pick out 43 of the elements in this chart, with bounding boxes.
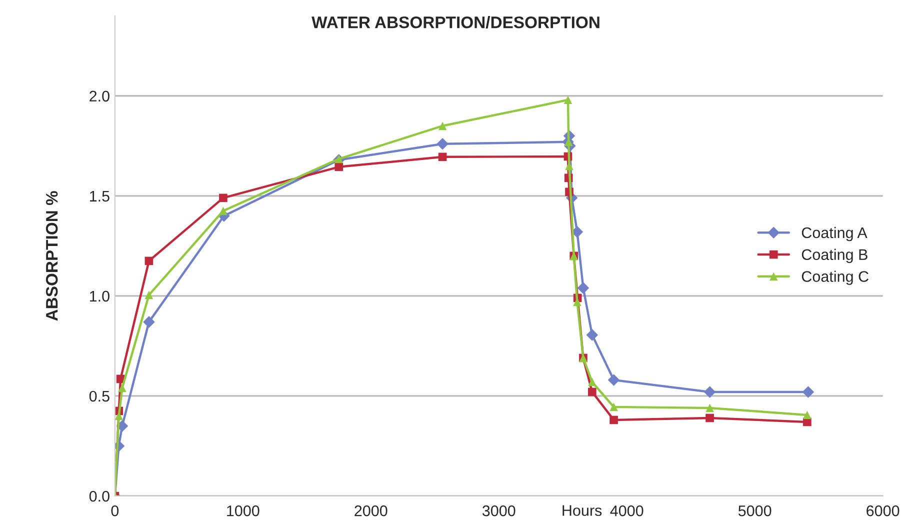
x-tick-label: 3000 [482, 505, 516, 516]
point [803, 410, 812, 420]
point [144, 256, 154, 266]
legend-label: Coating B [802, 248, 868, 264]
point [706, 404, 714, 412]
point [438, 152, 447, 162]
point [610, 416, 618, 424]
point [118, 384, 126, 392]
x-tick-label: 6000 [866, 505, 900, 516]
point [608, 374, 620, 386]
y-tick-label: 1.0 [90, 290, 110, 302]
point [219, 206, 228, 216]
x-axis-title: Hours [562, 505, 602, 516]
legend-label: Coating C [802, 270, 868, 285]
point [334, 162, 344, 172]
point [588, 388, 596, 396]
point [219, 194, 228, 202]
x-tick-label: 0 [111, 505, 119, 516]
point [610, 402, 618, 412]
point [334, 154, 344, 164]
point [802, 386, 814, 398]
point [144, 290, 154, 300]
y-tick-label: 1.5 [90, 190, 110, 202]
x-tick-label: 5000 [738, 505, 772, 516]
x-tick-label: 4000 [610, 505, 644, 516]
y-axis-title: ABSORPTION % [46, 191, 58, 321]
legend-label: Coating A [802, 226, 868, 242]
point [706, 414, 714, 422]
point [143, 316, 155, 328]
point [114, 412, 124, 420]
point [586, 329, 598, 341]
point [704, 386, 716, 398]
point [577, 282, 590, 294]
point [588, 378, 596, 386]
y-tick-label: 2.0 [90, 90, 110, 102]
y-tick-label: 0.5 [89, 390, 110, 402]
point [564, 96, 572, 104]
x-tick-label: 1000 [227, 505, 260, 516]
point [438, 122, 447, 130]
x-tick-label: 2000 [354, 505, 388, 516]
point [436, 138, 448, 150]
y-tick-label: 0.0 [89, 490, 110, 502]
chart-title: WATER ABSORPTION/DESORPTION [312, 16, 600, 28]
